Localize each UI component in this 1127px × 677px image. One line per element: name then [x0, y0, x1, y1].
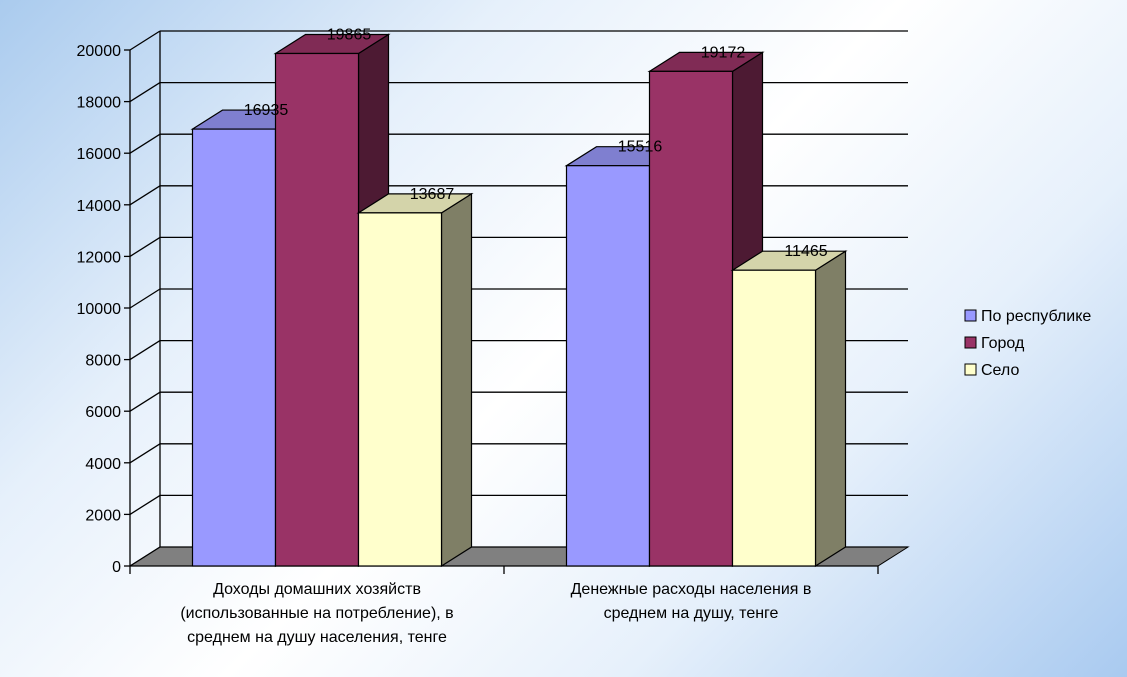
category-label: Доходы домашних хозяйств [213, 581, 421, 598]
data-label: 16935 [244, 102, 289, 119]
legend-label: Село [981, 362, 1019, 379]
wall-gridline [129, 82, 161, 103]
category-label: среднем на душу населения, тенге [187, 629, 447, 646]
y-tick-label: 16000 [77, 146, 122, 163]
wall-gridline [129, 236, 161, 257]
category-label: (использованные на потребление), в [180, 605, 453, 622]
y-tick-label: 14000 [77, 198, 122, 215]
wall-gridline [129, 185, 161, 206]
wall-gridline [129, 546, 161, 567]
bar-front [191, 128, 277, 567]
data-label: 13687 [410, 186, 455, 203]
data-label: 11465 [784, 243, 827, 260]
y-tick-label: 6000 [85, 404, 121, 421]
wall-gridline [129, 133, 161, 154]
category-label: среднем на душу, тенге [604, 605, 779, 622]
y-tick-label: 10000 [77, 301, 122, 318]
y-tick-label: 12000 [77, 249, 122, 266]
wall-gridline [129, 340, 161, 361]
data-label: 15516 [618, 139, 663, 156]
y-tick-label: 8000 [85, 353, 121, 370]
legend-swatch [964, 363, 977, 376]
bar-front [565, 165, 651, 567]
wall-gridline [129, 30, 161, 51]
y-tick-label: 4000 [85, 456, 121, 473]
y-tick-label: 18000 [77, 95, 122, 112]
bar-side [814, 250, 847, 568]
legend-label: По республике [981, 308, 1091, 325]
bar-front [731, 269, 817, 567]
wall-gridline [129, 443, 161, 464]
bar-front [274, 52, 360, 567]
bar-front [648, 70, 734, 567]
legend-swatch [964, 336, 977, 349]
data-label: 19172 [701, 44, 746, 61]
wall-gridline [129, 494, 161, 515]
data-label: 19865 [327, 26, 372, 43]
bar [730, 250, 848, 568]
wall-gridline [129, 288, 161, 309]
legend-swatch [964, 309, 977, 322]
bar-front [357, 212, 443, 567]
y-tick-label: 20000 [77, 43, 122, 60]
bar-side [440, 192, 473, 568]
y-tick-label: 2000 [85, 507, 121, 524]
category-label: Денежные расходы населения в [571, 581, 812, 598]
legend-label: Город [981, 335, 1025, 352]
wall-gridline [129, 391, 161, 412]
y-tick-label: 0 [112, 559, 121, 576]
bar [356, 192, 474, 568]
